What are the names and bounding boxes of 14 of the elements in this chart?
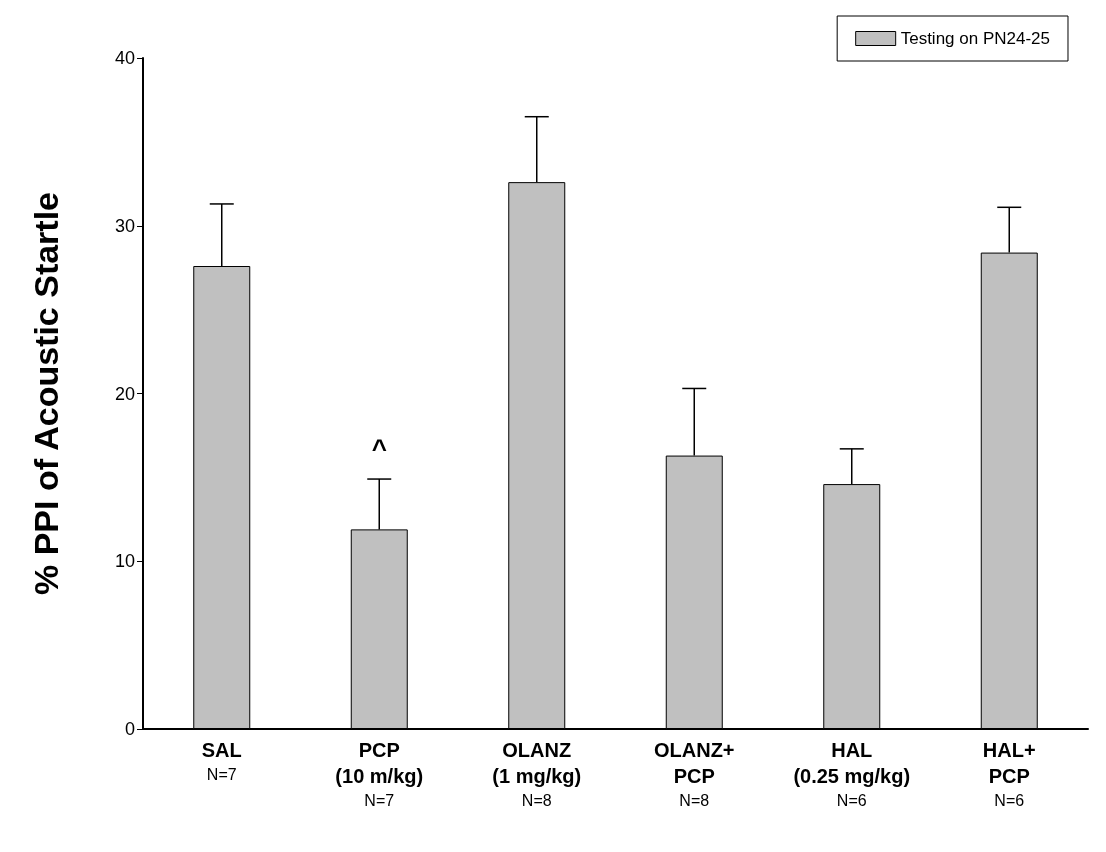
- x-tick-label: OLANZ+ PCP N=8: [653, 739, 735, 809]
- annotation: ^: [371, 434, 387, 465]
- x-tick-label: HAL+ PCP N=6: [982, 739, 1036, 809]
- y-axis-title: % PPI of Acoustic Startle: [27, 191, 65, 596]
- x-tick-label: HAL (0.25 mg/kg) N=6: [793, 739, 911, 809]
- x-tick-label: SAL N=7: [201, 739, 242, 783]
- y-tick-label: 40: [114, 48, 135, 68]
- x-tick-label: PCP (10 m/kg) N=7: [335, 739, 424, 809]
- y-tick-label: 10: [114, 551, 135, 572]
- legend-label: Testing on PN24-25: [900, 29, 1051, 48]
- y-tick-label: 0: [124, 719, 135, 739]
- x-tick-label: OLANZ (1 mg/kg) N=8: [492, 739, 582, 809]
- y-tick-label: 30: [114, 215, 135, 236]
- y-tick-label: 20: [114, 383, 135, 404]
